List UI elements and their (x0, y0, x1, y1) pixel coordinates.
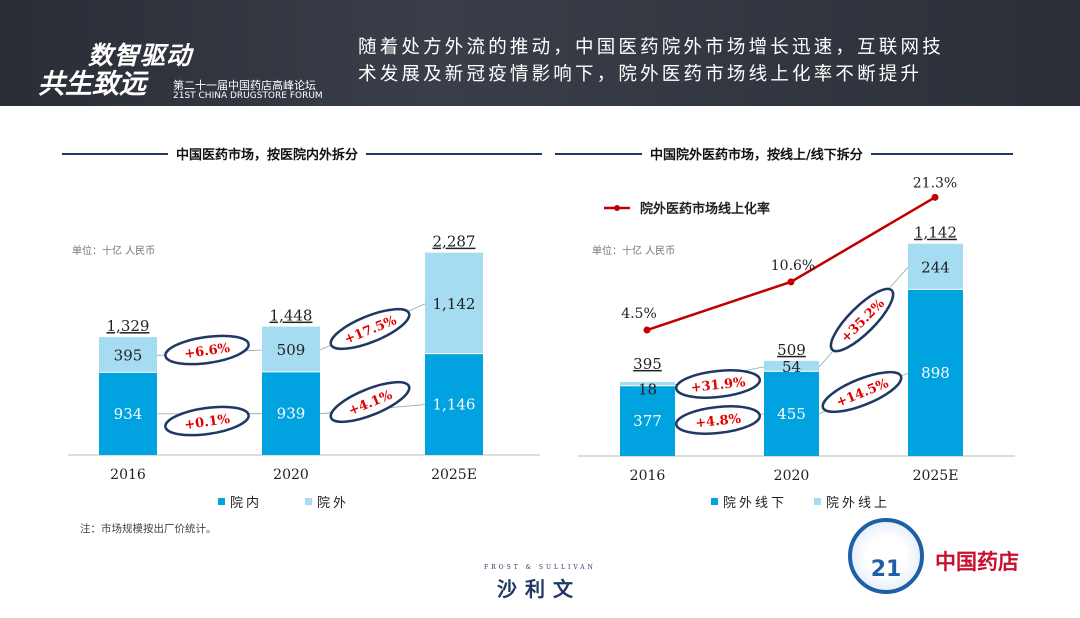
online-rate-point-2 (932, 194, 939, 201)
bar-value-label: 509 (277, 341, 306, 359)
bar-value-label: 244 (921, 258, 950, 276)
x-tick-label: 2016 (630, 468, 666, 484)
legend-label: 院外线上 (826, 496, 890, 511)
bar-total-label: 1,448 (270, 307, 313, 325)
china-drugstore-logo: 中国药店 (935, 546, 1019, 576)
legend-swatch-0 (711, 498, 718, 505)
x-tick-label: 2020 (273, 467, 309, 483)
x-tick-label: 2020 (774, 468, 810, 484)
legend-label: 院内 (230, 495, 262, 511)
bar-value-label: 939 (277, 405, 306, 423)
legend-line-marker (614, 205, 620, 211)
bar-value-label: 1,142 (433, 295, 476, 313)
forum-badge: 21 (848, 518, 924, 594)
bar-value-label: 934 (114, 405, 143, 423)
bar-value-label: 455 (777, 405, 806, 423)
x-tick-label: 2025E (913, 468, 959, 484)
bar-value-label: 54 (782, 358, 801, 376)
brand-logo: 沙利文 (497, 573, 581, 602)
legend-swatch-1 (814, 498, 821, 505)
bar-total-label: 395 (633, 355, 662, 373)
bar-total-label: 2,287 (433, 233, 476, 251)
x-tick-label: 2016 (110, 467, 146, 483)
online-rate-point-0 (644, 327, 651, 334)
legend-swatch-0 (218, 498, 225, 505)
footnote: 注：市场规模按出厂价统计。 (80, 521, 217, 536)
legend-swatch-1 (305, 498, 312, 505)
online-rate-label: 4.5% (621, 306, 657, 322)
bar-value-label: 377 (633, 412, 662, 430)
legend-label: 院外线下 (723, 496, 787, 511)
bar-value-label: 18 (638, 381, 657, 399)
x-tick-label: 2025E (431, 467, 477, 483)
bar-total-label: 1,329 (107, 317, 150, 335)
online-rate-label: 21.3% (913, 175, 957, 191)
bar-value-label: 395 (114, 346, 143, 364)
brand-en: FROST & SULLIVAN (484, 564, 596, 571)
legend-label: 院外 (317, 496, 349, 511)
bar-value-label: 898 (921, 364, 950, 382)
online-rate-point-1 (788, 278, 795, 285)
online-rate-label: 10.6% (771, 258, 815, 274)
bar-value-label: 1,146 (433, 396, 476, 414)
bar-total-label: 509 (777, 341, 806, 359)
bar-total-label: 1,142 (914, 224, 957, 242)
legend-line-label: 院外医药市场线上化率 (640, 201, 770, 217)
